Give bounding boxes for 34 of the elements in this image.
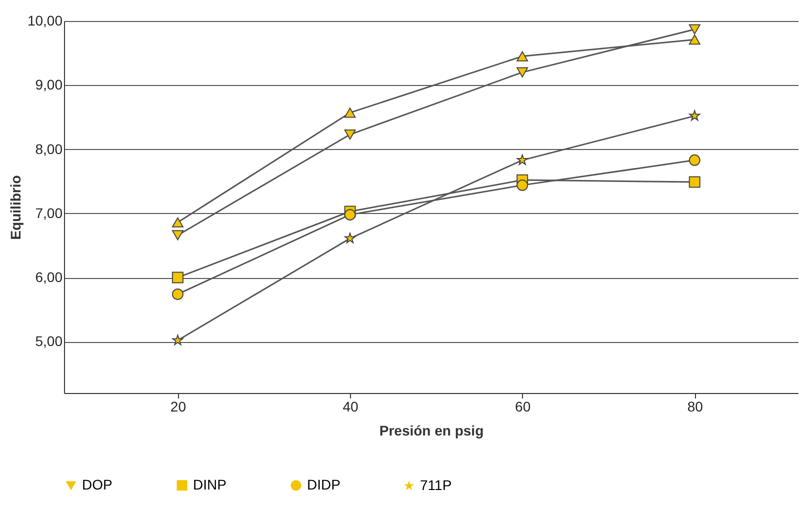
point (172, 288, 184, 300)
legend-label: DIDP (307, 476, 340, 492)
point (344, 232, 356, 244)
x-tick-label: 60 (515, 398, 531, 414)
x-axis-title: Presión en psig (379, 422, 484, 438)
y-tick-label: 9,00 (35, 76, 63, 93)
x-tick-label: 40 (342, 398, 359, 414)
x-tick-label: 20 (170, 398, 186, 414)
y-tick-label: 10,00 (27, 12, 63, 28)
x-tick-label: 80 (687, 398, 704, 414)
point (172, 217, 184, 228)
point (688, 154, 700, 166)
legend-label: DINP (193, 476, 226, 492)
point (688, 176, 700, 188)
y-axis-title: Equilibrio (7, 175, 24, 240)
point (344, 208, 356, 220)
point (516, 67, 528, 78)
point (688, 24, 700, 34)
legend-label: DOP (82, 476, 112, 493)
point (689, 110, 700, 121)
point (172, 272, 184, 284)
y-tick-label: 8,00 (35, 140, 63, 157)
point (344, 108, 356, 118)
point (172, 230, 184, 240)
point (688, 34, 700, 45)
y-tick-label: 5,00 (35, 333, 63, 350)
point (516, 154, 528, 165)
point (344, 129, 356, 140)
y-tick-label: 7,00 (35, 204, 63, 221)
y-tick-label: 6,00 (35, 269, 63, 286)
point (172, 334, 184, 346)
point (516, 179, 528, 191)
legend-label: 711P (420, 476, 452, 493)
point (516, 51, 528, 62)
